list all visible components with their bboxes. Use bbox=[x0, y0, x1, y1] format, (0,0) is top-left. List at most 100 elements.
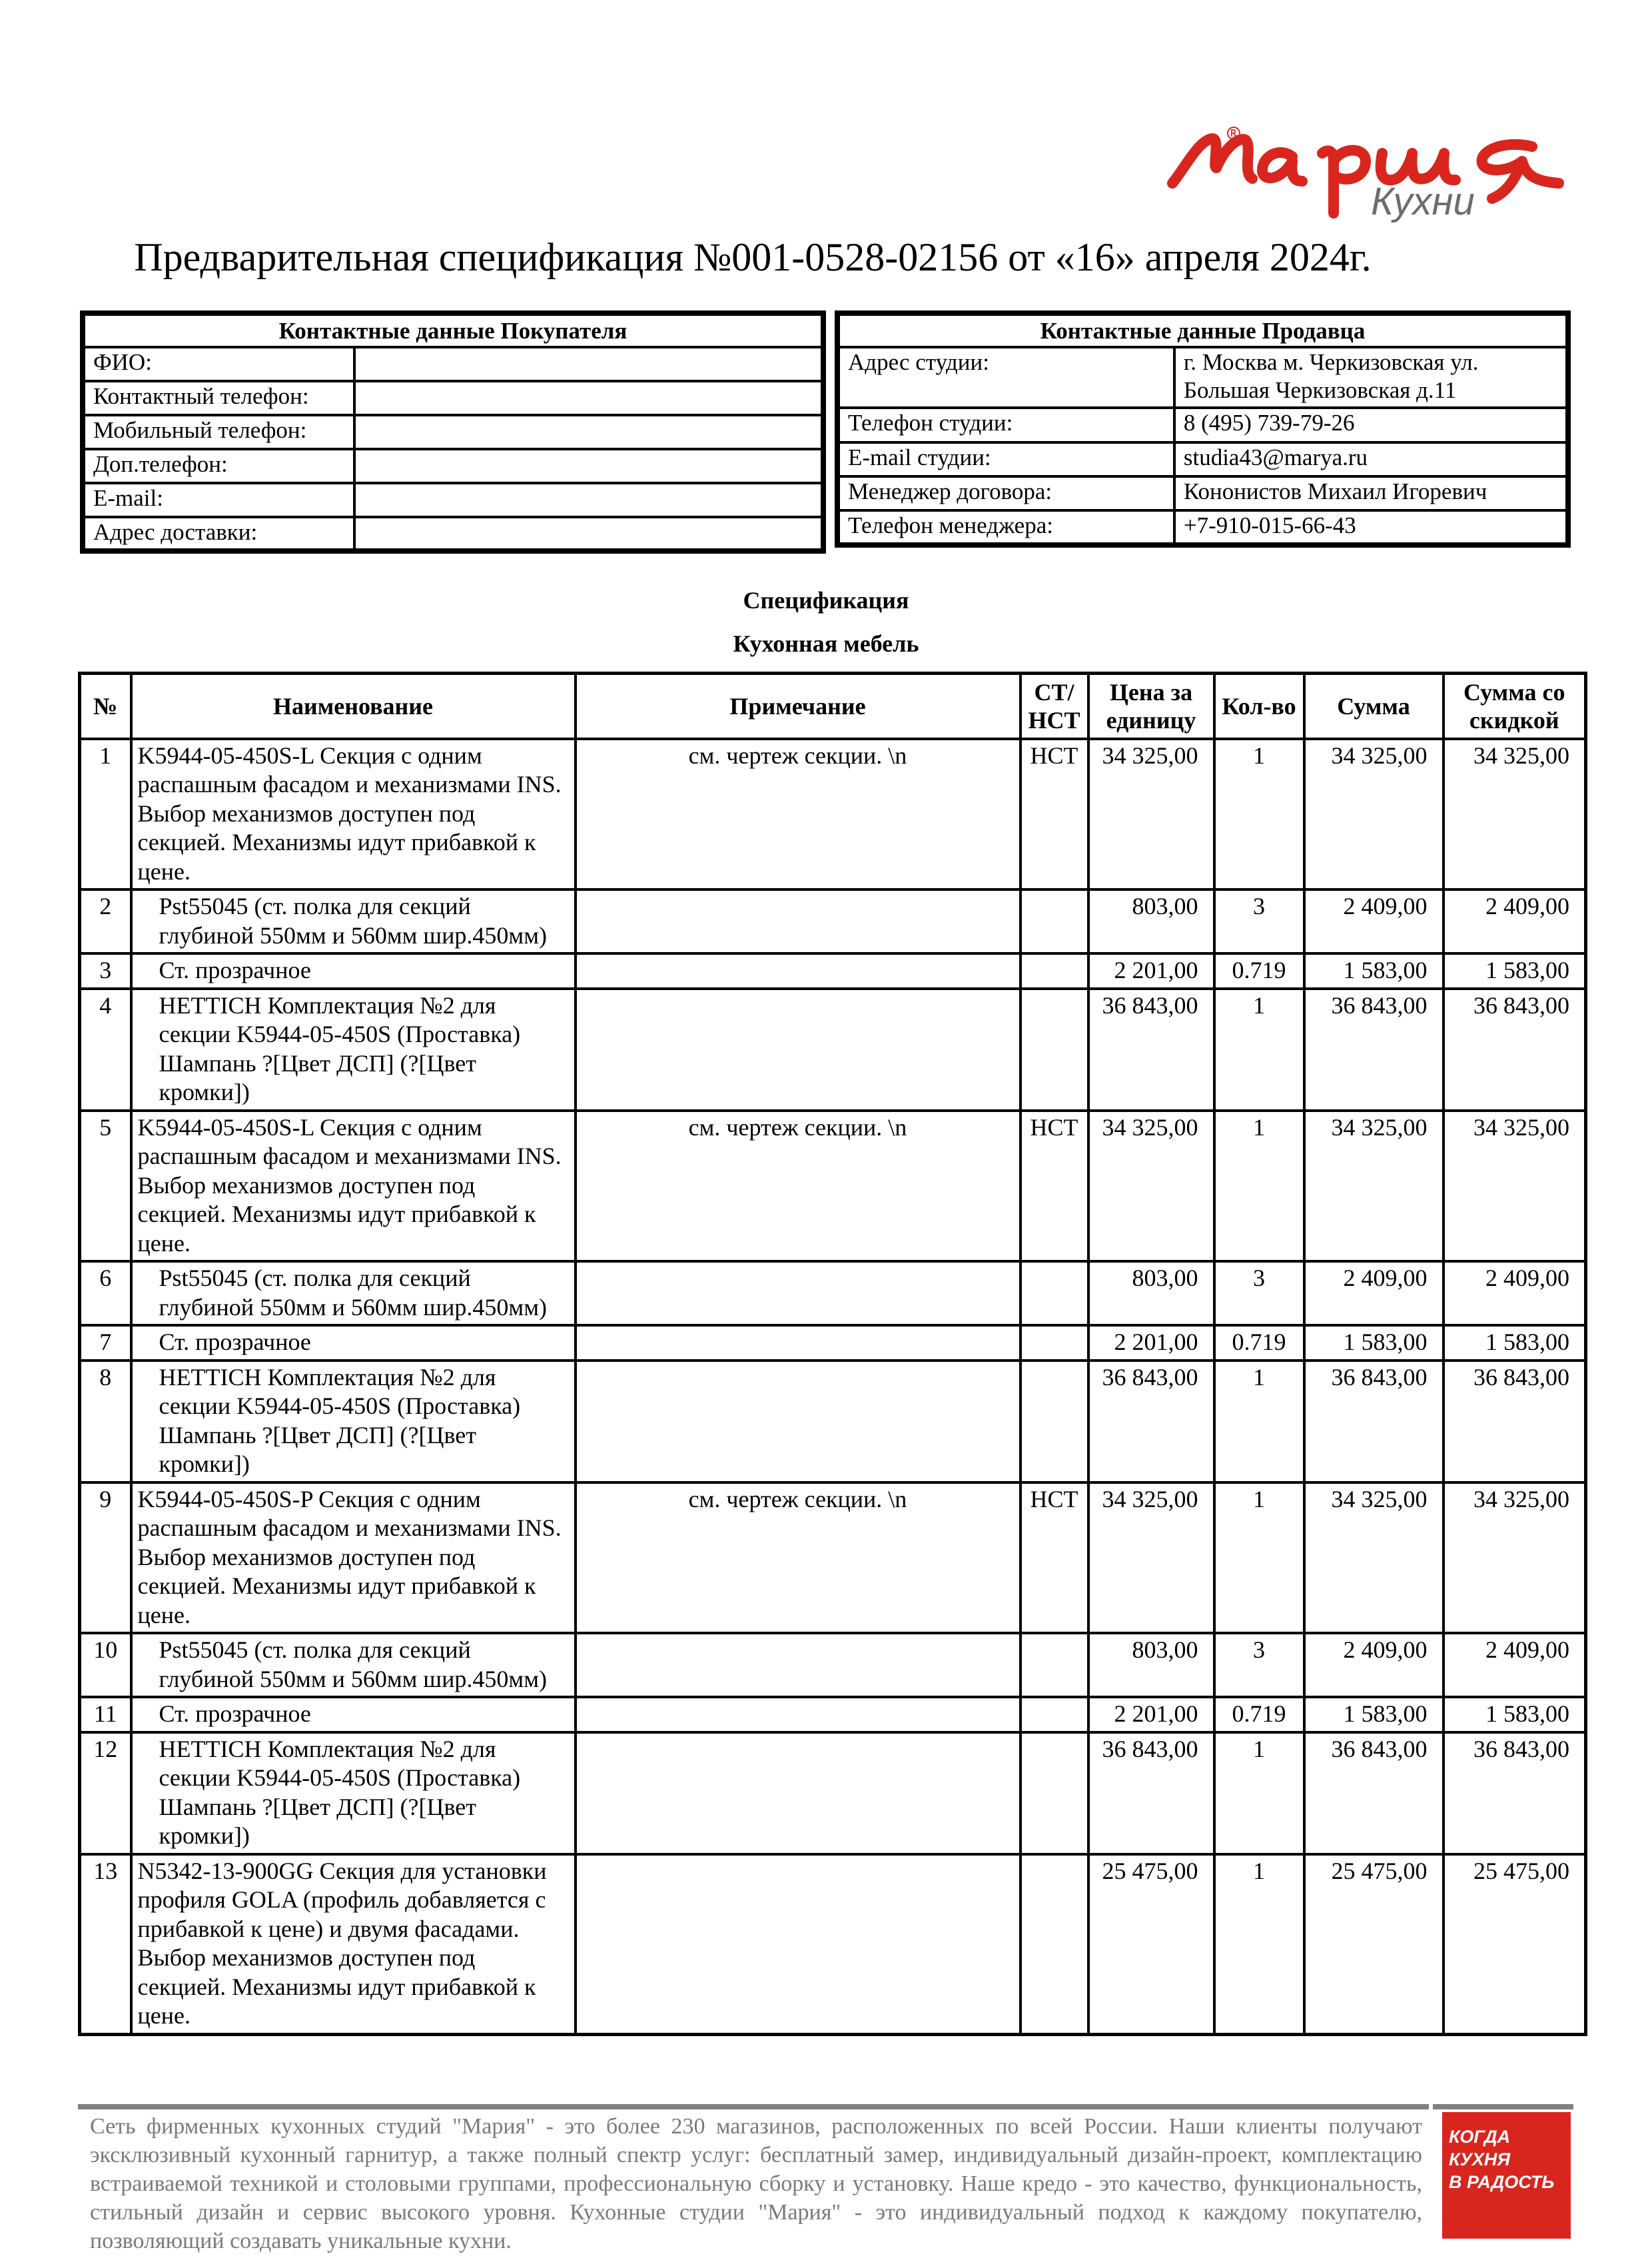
contact-row: Телефон студии: 8 (495) 739-79-26 bbox=[836, 406, 1570, 444]
contact-value: +7-910-015-66-43 bbox=[1172, 509, 1570, 546]
spec-title: Спецификация bbox=[743, 587, 909, 614]
page-title: Предварительная спецификация №001-0528-0… bbox=[134, 235, 1372, 279]
contact-label: E-mail студии: bbox=[836, 440, 1176, 478]
cell-disc: 34 325,00 bbox=[1442, 1109, 1587, 1263]
cell-sum: 36 843,00 bbox=[1302, 987, 1445, 1112]
cell-qty: 1 bbox=[1212, 987, 1306, 1112]
cell-note bbox=[574, 1359, 1022, 1484]
table-row: 7 Ст. прозрачное 2 201,00 0.719 1 583,00 1 58… bbox=[78, 1324, 1587, 1362]
cell-sum: 2 409,00 bbox=[1302, 1632, 1445, 1698]
cell-sum: 2 409,00 bbox=[1302, 888, 1445, 955]
cell-type: НСТ bbox=[1019, 1480, 1090, 1634]
table-row: 9 K5944-05-450S-P Секция с одним распашны… bbox=[78, 1480, 1587, 1634]
cell-note bbox=[574, 1730, 1022, 1856]
cell-qty: 0.719 bbox=[1212, 1324, 1306, 1362]
cell-qty: 1 bbox=[1212, 1852, 1306, 2035]
contact-label: Доп.телефон: bbox=[81, 448, 356, 484]
contact-label: Адрес доставки: bbox=[81, 516, 356, 552]
cell-type bbox=[1019, 952, 1090, 990]
maria-logo bbox=[1167, 127, 1564, 219]
cell-price: 2 201,00 bbox=[1086, 952, 1216, 990]
seller-contacts-table: Контактные данные Продавца Адрес студии:… bbox=[835, 310, 1571, 548]
cell-type bbox=[1019, 1730, 1090, 1856]
cell-name: K5944-05-450S-L Секция с одним распашным… bbox=[129, 737, 577, 891]
cell-note bbox=[574, 1260, 1022, 1327]
section-title: Кухонная мебель bbox=[733, 630, 919, 657]
cell-note: см. чертеж секции. \n bbox=[574, 1480, 1022, 1634]
cell-price: 2 201,00 bbox=[1086, 1696, 1216, 1734]
cell-price: 36 843,00 bbox=[1086, 987, 1216, 1112]
cell-type bbox=[1019, 1852, 1090, 2035]
column-header: Сумма bbox=[1302, 672, 1445, 740]
cell-n: 11 bbox=[78, 1696, 133, 1734]
footer-divider-gap bbox=[1429, 2104, 1433, 2109]
cell-qty: 1 bbox=[1212, 1730, 1306, 1856]
cell-disc: 36 843,00 bbox=[1442, 1730, 1587, 1856]
badge-line: КУХНЯ bbox=[1449, 2149, 1511, 2169]
cell-sum: 34 325,00 bbox=[1302, 1480, 1445, 1634]
cell-n: 12 bbox=[78, 1730, 133, 1856]
contact-row: Телефон менеджера: +7-910-015-66-43 bbox=[836, 509, 1570, 546]
contact-row: Контактный телефон: bbox=[81, 380, 825, 416]
cell-name: HETTICH Комплектация №2 для секции K5944… bbox=[129, 1359, 577, 1484]
cell-note bbox=[574, 1632, 1022, 1698]
cell-note: см. чертеж секции. \n bbox=[574, 737, 1022, 891]
contact-value: г. Москва м. Черкизовская ул. Большая Че… bbox=[1172, 346, 1570, 410]
cell-n: 8 bbox=[78, 1359, 133, 1484]
cell-disc: 2 409,00 bbox=[1442, 1260, 1587, 1327]
buyer-contacts-table: Контактные данные Покупателя ФИО: Контакт… bbox=[80, 310, 826, 554]
contact-value bbox=[353, 482, 825, 518]
cell-qty: 0.719 bbox=[1212, 1696, 1306, 1734]
contact-value: Кононистов Михаил Игоревич bbox=[1172, 474, 1570, 512]
cell-name: Ст. прозрачное bbox=[129, 1324, 577, 1362]
cell-type bbox=[1019, 1324, 1090, 1362]
slogan-badge: КОГДА КУХНЯ В РАДОСТЬ bbox=[1442, 2112, 1571, 2239]
contact-label: Мобильный телефон: bbox=[81, 414, 356, 450]
cell-n: 13 bbox=[78, 1852, 133, 2035]
cell-name: Pst55045 (ст. полка для секций глубиной … bbox=[129, 1632, 577, 1698]
cell-disc: 36 843,00 bbox=[1442, 987, 1587, 1112]
column-header: № bbox=[78, 672, 133, 740]
cell-type bbox=[1019, 1260, 1090, 1327]
contact-row: Мобильный телефон: bbox=[81, 414, 825, 450]
logo-subtitle: Кухни bbox=[1371, 180, 1475, 223]
cell-name: K5944-05-450S-P Секция с одним распашным… bbox=[129, 1480, 577, 1634]
cell-name: HETTICH Комплектация №2 для секции K5944… bbox=[129, 1730, 577, 1856]
cell-price: 34 325,00 bbox=[1086, 1480, 1216, 1634]
cell-type bbox=[1019, 1696, 1090, 1734]
contact-label: Адрес студии: bbox=[836, 346, 1176, 410]
table-row: 8 HETTICH Комплектация №2 для секции K594… bbox=[78, 1359, 1587, 1484]
cell-sum: 1 583,00 bbox=[1302, 1324, 1445, 1362]
table-row: 13 N5342-13-900GG Секция для установки пр… bbox=[78, 1852, 1587, 2035]
cell-price: 803,00 bbox=[1086, 1632, 1216, 1698]
cell-qty: 3 bbox=[1212, 1632, 1306, 1698]
cell-n: 4 bbox=[78, 987, 133, 1112]
cell-qty: 1 bbox=[1212, 1109, 1306, 1263]
cell-sum: 36 843,00 bbox=[1302, 1359, 1445, 1484]
column-header: Сумма со скидкой bbox=[1442, 672, 1587, 740]
contact-row: Адрес доставки: bbox=[81, 516, 825, 552]
contact-value bbox=[353, 448, 825, 484]
contact-label: Телефон менеджера: bbox=[836, 509, 1176, 546]
cell-n: 7 bbox=[78, 1324, 133, 1362]
table-row: 4 HETTICH Комплектация №2 для секции K594… bbox=[78, 987, 1587, 1112]
cell-disc: 2 409,00 bbox=[1442, 888, 1587, 955]
table-row: 11 Ст. прозрачное 2 201,00 0.719 1 583,00 1 5… bbox=[78, 1696, 1587, 1734]
table-row: 3 Ст. прозрачное 2 201,00 0.719 1 583,00 1 58… bbox=[78, 952, 1587, 990]
cell-name: Ст. прозрачное bbox=[129, 1696, 577, 1734]
cell-name: K5944-05-450S-L Секция с одним распашным… bbox=[129, 1109, 577, 1263]
cell-n: 10 bbox=[78, 1632, 133, 1698]
column-header: Наименование bbox=[129, 672, 577, 740]
column-header: Примечание bbox=[574, 672, 1022, 740]
cell-n: 9 bbox=[78, 1480, 133, 1634]
cell-price: 36 843,00 bbox=[1086, 1359, 1216, 1484]
cell-type bbox=[1019, 987, 1090, 1112]
seller-heading: Контактные данные Продавца bbox=[836, 311, 1569, 349]
cell-sum: 34 325,00 bbox=[1302, 737, 1445, 891]
cell-type bbox=[1019, 888, 1090, 955]
cell-qty: 1 bbox=[1212, 1359, 1306, 1484]
cell-note bbox=[574, 987, 1022, 1112]
footer-divider bbox=[78, 2104, 1573, 2109]
contact-value bbox=[353, 516, 825, 552]
contact-row: Доп.телефон: bbox=[81, 448, 825, 484]
